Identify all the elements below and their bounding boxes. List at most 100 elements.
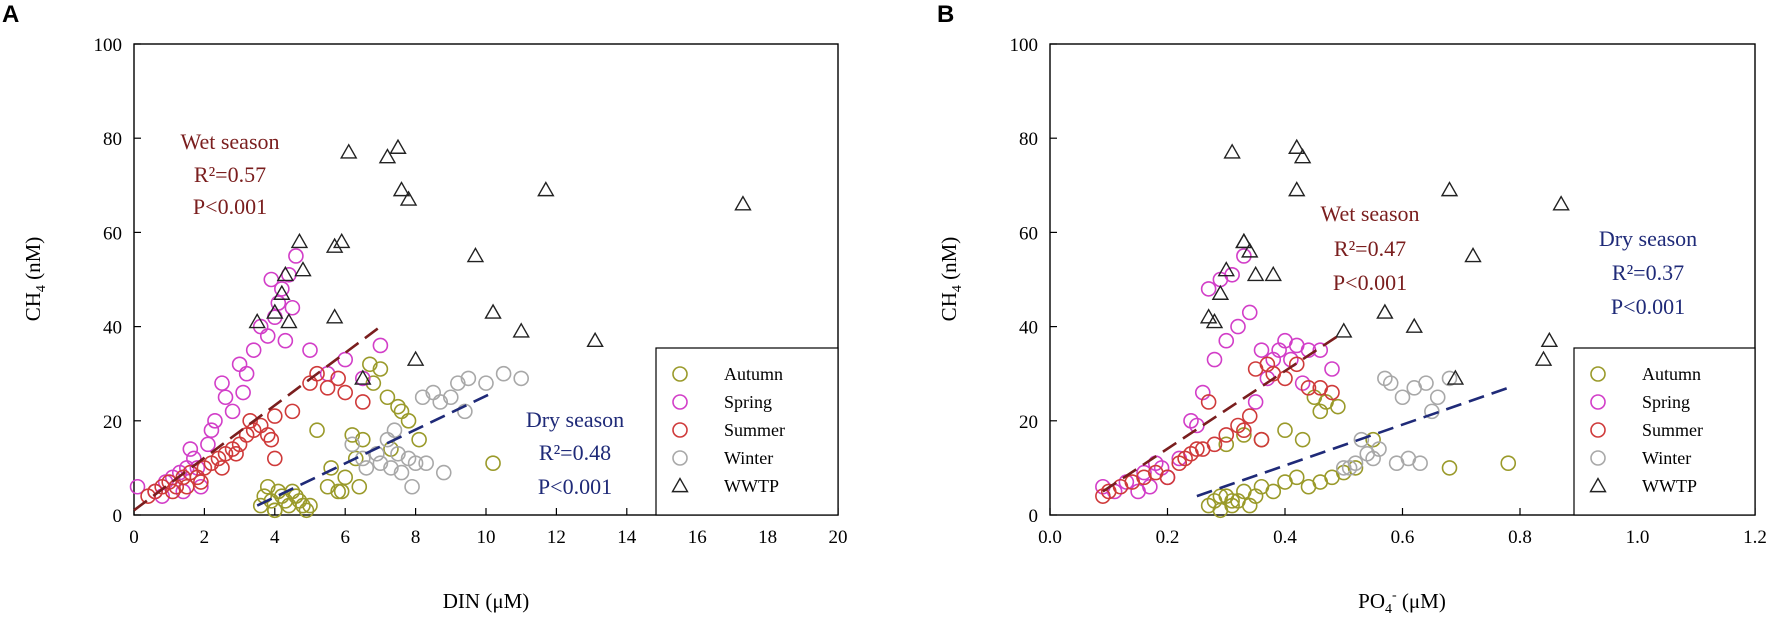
point-spring — [224, 403, 241, 420]
point-spring — [302, 342, 318, 358]
wet-r2-b: R²=0.47 — [1334, 236, 1406, 261]
x-tick-label: 0 — [129, 527, 139, 548]
y-tick-label: 60 — [1019, 223, 1038, 244]
point-summer — [193, 474, 209, 490]
legend-marker-winter — [672, 450, 688, 466]
point-wwtp — [586, 331, 604, 348]
point-autumn — [277, 493, 294, 509]
point-wwtp — [354, 369, 372, 385]
point-wwtp — [325, 308, 344, 324]
point-spring — [284, 299, 301, 316]
point-spring — [337, 351, 354, 368]
point-summer — [1324, 384, 1340, 401]
dry-p-b: P<0.001 — [1611, 294, 1685, 319]
x-tick-label: 0.6 — [1391, 527, 1415, 548]
y-tick-label: 100 — [1010, 35, 1039, 56]
point-winter — [478, 375, 494, 391]
point-autumn — [309, 422, 325, 439]
wet-r2-a: R²=0.57 — [194, 162, 266, 187]
annotation-wet-a: Wet season R²=0.57 P<0.001 — [180, 129, 279, 219]
legend-label-spring: Spring — [1642, 392, 1690, 412]
point-wwtp — [537, 181, 555, 197]
point-winter — [418, 455, 434, 471]
x-axis-label-b: PO4- (μM) — [1358, 588, 1446, 617]
point-wwtp — [406, 350, 425, 366]
point-summer — [266, 450, 283, 467]
x-tick-label: 0.0 — [1038, 527, 1062, 548]
point-wwtp — [1264, 265, 1282, 282]
x-tick-label: 0.8 — [1508, 527, 1532, 548]
legend-label-spring: Spring — [724, 392, 772, 412]
points-a — [129, 138, 752, 519]
point-autumn — [485, 455, 501, 471]
point-wwtp — [399, 190, 418, 206]
point-wwtp — [273, 284, 291, 300]
point-winter — [1424, 403, 1440, 420]
point-spring — [1236, 248, 1252, 264]
point-winter — [432, 394, 449, 410]
point-winter — [404, 478, 420, 495]
legend-marker-winter — [1590, 450, 1606, 466]
legend-label-winter: Winter — [1642, 448, 1691, 468]
point-spring — [1253, 342, 1270, 358]
point-winter — [1371, 441, 1387, 457]
point-autumn — [344, 427, 361, 443]
point-wwtp — [1205, 312, 1224, 329]
point-summer — [337, 384, 354, 401]
fit-line-wet — [133, 325, 382, 512]
legend-label-wwtp: WWTP — [724, 476, 779, 496]
point-spring — [1206, 351, 1223, 368]
point-summer — [319, 380, 336, 396]
point-wwtp — [512, 322, 530, 338]
point-autumn — [372, 361, 389, 377]
wet-p-b: P<0.001 — [1333, 270, 1407, 295]
x-tick-label: 4 — [270, 527, 280, 548]
point-autumn — [379, 389, 396, 406]
point-autumn — [1277, 422, 1293, 439]
point-wwtp — [392, 181, 411, 197]
point-autumn — [1312, 403, 1329, 420]
annotation-dry-a: Dry season R²=0.48 P<0.001 — [526, 407, 624, 499]
point-summer — [1253, 431, 1270, 448]
point-summer — [1189, 441, 1205, 457]
y-axis-label-b: CH4 (nM) — [937, 237, 965, 322]
x-tick-label: 6 — [340, 527, 350, 548]
point-wwtp — [1235, 232, 1253, 249]
point-winter — [450, 375, 466, 391]
point-autumn — [259, 478, 276, 495]
point-autumn — [354, 431, 371, 448]
point-spring — [217, 389, 234, 406]
panel-b: B 0.0 0.2 0.4 0.6 0.8 1.0 1.2 0 20 40 60 80 100 PO4-… — [937, 1, 1767, 617]
point-autumn — [1441, 460, 1458, 476]
x-tick-label: 12 — [547, 527, 566, 548]
y-tick-label: 0 — [113, 506, 123, 527]
point-autumn — [1224, 493, 1240, 509]
point-autumn — [295, 497, 311, 514]
point-autumn — [1218, 436, 1235, 453]
dry-r2-b: R²=0.37 — [1612, 260, 1684, 285]
x-tick-label: 1.2 — [1743, 527, 1767, 548]
point-winter — [369, 445, 385, 462]
panel-letter-b: B — [937, 1, 954, 28]
point-summer — [284, 403, 301, 420]
point-summer — [263, 431, 280, 448]
point-summer — [242, 412, 258, 429]
wet-title-b: Wet season — [1320, 201, 1419, 226]
points-b — [1095, 138, 1570, 519]
point-winter — [1341, 460, 1358, 476]
point-winter — [393, 464, 410, 481]
legend-a: Autumn Spring Summer Winter WWTP — [655, 347, 839, 516]
annotation-wet-b: Wet season R²=0.47 P<0.001 — [1320, 201, 1419, 295]
point-spring — [1224, 266, 1240, 283]
point-spring — [200, 436, 216, 453]
point-summer — [1300, 380, 1317, 396]
point-wwtp — [389, 138, 407, 154]
point-summer — [1177, 450, 1193, 467]
point-spring — [214, 375, 230, 391]
point-summer — [1288, 356, 1305, 373]
point-autumn — [1500, 455, 1517, 471]
point-spring — [182, 441, 199, 457]
fit-line-dry — [1196, 386, 1509, 498]
point-winter — [1441, 370, 1458, 387]
